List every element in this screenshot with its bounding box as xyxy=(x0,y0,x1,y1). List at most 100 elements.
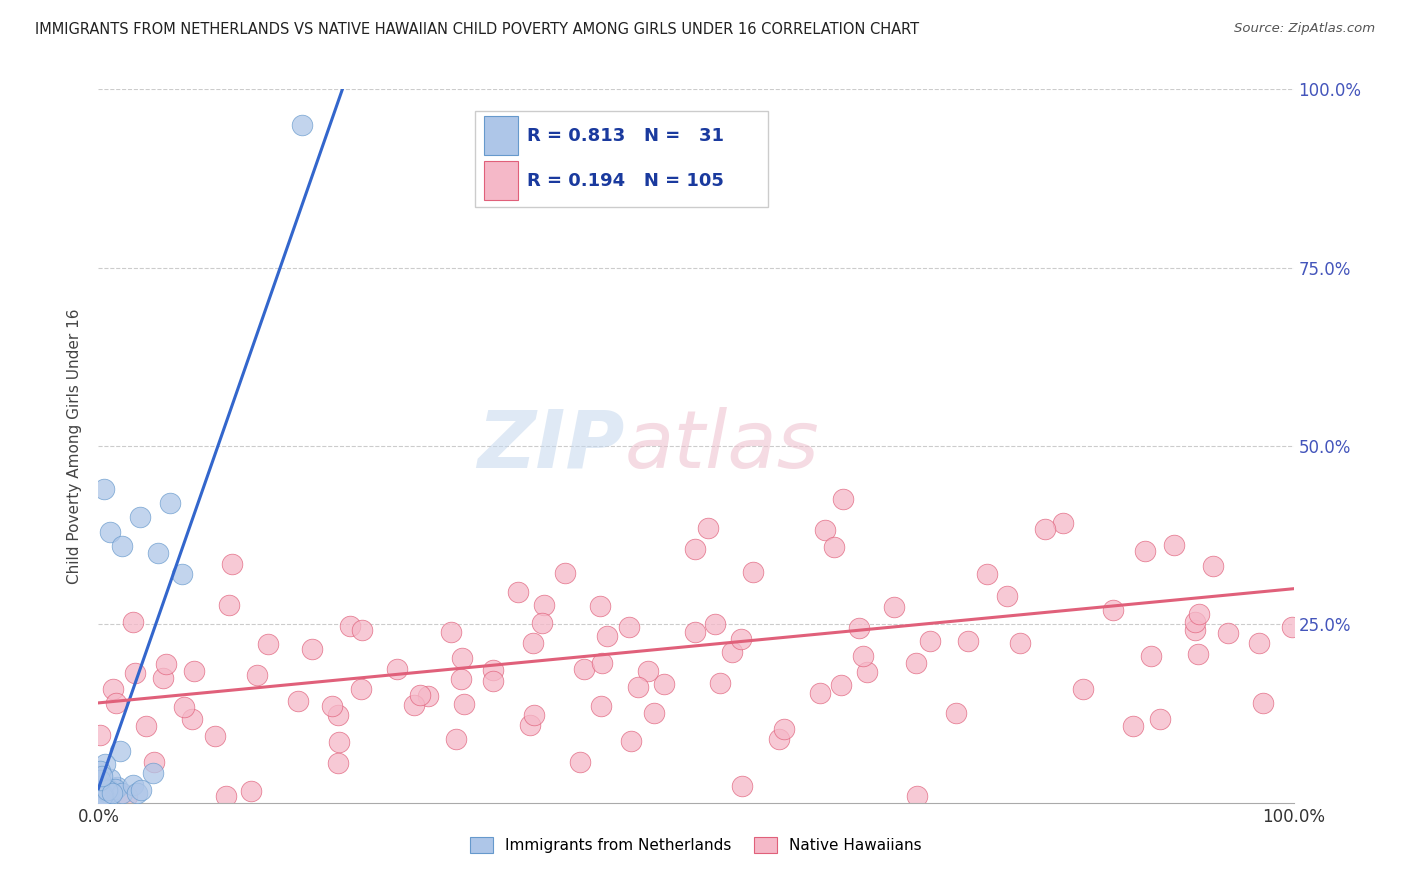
Y-axis label: Child Poverty Among Girls Under 16: Child Poverty Among Girls Under 16 xyxy=(67,309,83,583)
Point xyxy=(589,699,612,714)
Point xyxy=(1247,636,1270,650)
Point xyxy=(1101,603,1123,617)
Point xyxy=(637,664,659,678)
Point xyxy=(89,728,111,742)
Point xyxy=(159,496,181,510)
FancyBboxPatch shape xyxy=(475,111,768,207)
Point xyxy=(1163,538,1185,552)
Point xyxy=(291,118,314,132)
Point xyxy=(204,730,226,744)
Point xyxy=(683,542,706,557)
Point xyxy=(731,779,754,793)
Point xyxy=(350,682,373,697)
Point xyxy=(256,637,278,651)
Point xyxy=(652,677,675,691)
Point xyxy=(89,779,111,793)
Point xyxy=(995,589,1018,603)
Point xyxy=(685,624,707,639)
Point xyxy=(569,755,592,769)
Point xyxy=(218,598,240,612)
Text: atlas: atlas xyxy=(624,407,820,485)
Point xyxy=(1184,615,1206,629)
Point xyxy=(89,772,111,787)
Point xyxy=(481,664,503,678)
Point xyxy=(155,657,177,671)
Point xyxy=(1008,636,1031,650)
Point xyxy=(129,510,152,524)
Point xyxy=(215,789,238,803)
Text: Source: ZipAtlas.com: Source: ZipAtlas.com xyxy=(1234,22,1375,36)
Point xyxy=(768,732,790,747)
Point xyxy=(773,723,796,737)
Point xyxy=(1052,516,1074,530)
Point xyxy=(148,546,170,560)
Point xyxy=(101,682,124,697)
Point xyxy=(94,756,117,771)
Point xyxy=(91,788,114,802)
Point xyxy=(945,706,967,720)
Point xyxy=(1071,681,1094,696)
Text: R = 0.813   N =   31: R = 0.813 N = 31 xyxy=(527,127,724,145)
Point xyxy=(98,772,121,786)
Point xyxy=(1201,559,1223,574)
Point xyxy=(918,634,941,648)
Point xyxy=(416,689,439,703)
Point xyxy=(533,598,555,612)
Point xyxy=(181,712,204,726)
Point xyxy=(89,764,111,779)
Point xyxy=(89,790,111,805)
Point xyxy=(321,698,343,713)
Point xyxy=(152,671,174,685)
Point xyxy=(172,567,194,582)
Point xyxy=(122,778,145,792)
Point xyxy=(721,645,744,659)
Point xyxy=(246,667,269,681)
Point xyxy=(108,744,131,758)
Point xyxy=(627,680,650,694)
Point xyxy=(1122,719,1144,733)
Point xyxy=(450,673,472,687)
Point xyxy=(91,781,114,796)
Point xyxy=(93,482,115,496)
Text: ZIP: ZIP xyxy=(477,407,624,485)
Point xyxy=(855,665,877,679)
Point xyxy=(482,673,505,688)
Point xyxy=(122,615,145,629)
Text: IMMIGRANTS FROM NETHERLANDS VS NATIVE HAWAIIAN CHILD POVERTY AMONG GIRLS UNDER 1: IMMIGRANTS FROM NETHERLANDS VS NATIVE HA… xyxy=(35,22,920,37)
Point xyxy=(115,789,138,803)
Point xyxy=(96,783,118,797)
Point xyxy=(350,623,373,637)
Point xyxy=(444,732,467,747)
Point xyxy=(703,616,725,631)
Point xyxy=(339,619,361,633)
Point xyxy=(328,735,350,749)
Point xyxy=(91,769,114,783)
FancyBboxPatch shape xyxy=(485,116,517,155)
Point xyxy=(1033,522,1056,536)
Point xyxy=(572,662,595,676)
Point xyxy=(1281,620,1303,634)
Point xyxy=(832,491,855,506)
Point xyxy=(97,782,120,797)
Point xyxy=(589,599,612,614)
Point xyxy=(519,718,541,732)
Point xyxy=(1187,647,1209,661)
Point xyxy=(440,624,463,639)
Point xyxy=(620,734,643,748)
Point xyxy=(125,787,148,801)
Point xyxy=(326,708,349,723)
Point xyxy=(696,521,718,535)
Point xyxy=(730,632,752,646)
FancyBboxPatch shape xyxy=(485,161,517,200)
Point xyxy=(522,636,544,650)
Point xyxy=(135,719,157,733)
Point xyxy=(301,642,323,657)
Point xyxy=(883,600,905,615)
Point xyxy=(385,662,408,676)
Point xyxy=(287,694,309,708)
Point xyxy=(221,557,243,571)
Point xyxy=(239,784,262,798)
Point xyxy=(643,706,665,720)
Legend: Immigrants from Netherlands, Native Hawaiians: Immigrants from Netherlands, Native Hawa… xyxy=(464,831,928,859)
Point xyxy=(100,786,122,800)
